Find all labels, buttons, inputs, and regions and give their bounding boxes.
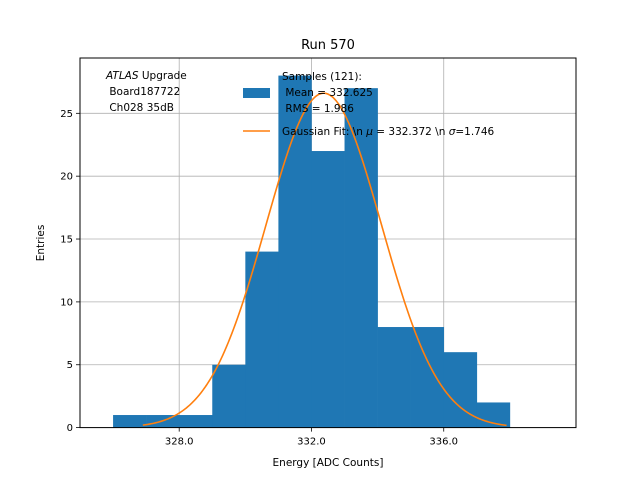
- histogram-bar-4: [245, 251, 279, 428]
- legend-hist-line-1: Samples (121):: [282, 71, 362, 83]
- x-axis-title: Energy [ADC Counts]: [273, 457, 384, 469]
- legend-fit-part-1: Gaussian Fit: \n: [282, 126, 366, 138]
- y-tick-label-0: 0: [67, 423, 73, 434]
- histogram-bar-2: [179, 415, 213, 428]
- histogram-bar-5: [278, 75, 312, 428]
- gaussian-fit-curve: [142, 92, 507, 427]
- legend-fit-mu: μ: [365, 126, 373, 138]
- chart-title: Run 570: [301, 38, 355, 53]
- x-tick-label-2: 336.0: [429, 437, 458, 448]
- plot-frame: [79, 57, 577, 429]
- x-axis-ticks: 328.0 332.0 336.0: [165, 427, 458, 448]
- annotation-line-1: ATLAS Upgrade: [105, 70, 187, 82]
- y-tick-label-5: 25: [60, 109, 73, 120]
- histogram-bar-0: [113, 415, 147, 428]
- histogram-bar-7: [344, 88, 378, 428]
- histogram-bar-10: [443, 352, 478, 428]
- annotation-channel: Ch028 35dB: [106, 102, 174, 114]
- histogram-bar-9: [410, 327, 445, 428]
- y-axis-title: Entries: [35, 225, 47, 262]
- histogram-bar-6: [311, 151, 345, 428]
- annotation-board: Board187722: [106, 86, 180, 98]
- histogram-bar-3: [212, 364, 246, 428]
- legend-hist-line-3: RMS = 1.986: [282, 103, 354, 115]
- legend-hist-swatch: [243, 88, 270, 98]
- legend-fit-part-3: = 332.372 \n: [373, 126, 449, 138]
- y-tick-label-4: 20: [60, 172, 73, 183]
- legend-fit-sigma: σ: [449, 126, 456, 138]
- y-tick-label-3: 15: [60, 235, 73, 246]
- legend-fit-label: Gaussian Fit: \n μ = 332.372 \n σ=1.746: [282, 126, 495, 138]
- y-axis-ticks: 0 5 10 15 20 25: [60, 109, 80, 434]
- legend-fit-part-5: =1.746: [455, 126, 494, 138]
- annotation-upgrade: Upgrade: [139, 70, 187, 82]
- y-tick-label-1: 5: [67, 360, 73, 371]
- x-tick-label-0: 328.0: [165, 437, 194, 448]
- y-tick-label-2: 10: [60, 297, 73, 308]
- x-tick-label-1: 332.0: [297, 437, 326, 448]
- histogram-bar-8: [377, 327, 411, 428]
- legend-hist-line-2: Mean = 332.625: [282, 87, 373, 99]
- legend: Samples (121): Mean = 332.625 RMS = 1.98…: [243, 71, 495, 138]
- atlas-annotation: ATLAS Upgrade Board187722 Ch028 35dB: [105, 70, 187, 114]
- gaussian-fit-curve-group: [142, 92, 507, 427]
- annotation-atlas-italic: ATLAS: [105, 70, 139, 82]
